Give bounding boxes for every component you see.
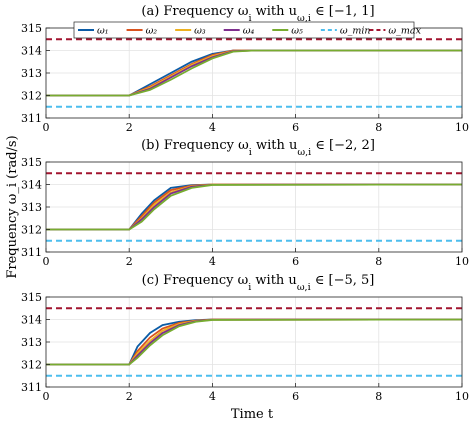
y-tick-label: 315 <box>21 22 42 35</box>
y-tick-label: 314 <box>21 45 42 58</box>
legend-label: ω_max <box>388 26 421 37</box>
x-axis-label: Time t <box>231 407 274 422</box>
series-line <box>46 318 463 366</box>
y-tick-label: 315 <box>21 291 42 304</box>
y-tick-label: 314 <box>21 179 42 192</box>
legend-label: ω_min <box>340 26 371 37</box>
panel-2: 0 2 4 6 8 10 311 312 313 314 315 (b) Frequency ωi w… <box>21 138 469 268</box>
panel-3: 0 2 4 6 8 10 311 312 313 314 315 (c) Frequency ωi w… <box>21 273 469 403</box>
series-line <box>46 183 463 231</box>
x-tick-label: 6 <box>292 255 299 268</box>
x-tick-label: 8 <box>375 255 382 268</box>
legend-label: ω₁ <box>97 26 109 37</box>
y-tick-label: 313 <box>21 336 42 349</box>
legend-box <box>73 21 415 39</box>
y-tick-label: 315 <box>21 156 42 169</box>
x-tick-label: 8 <box>375 121 382 134</box>
y-tick-label: 311 <box>21 246 42 259</box>
x-tick-label: 2 <box>126 390 133 403</box>
y-tick-label: 311 <box>21 381 42 394</box>
y-tick-label: 314 <box>21 314 42 327</box>
x-tick-label: 10 <box>455 255 469 268</box>
x-tick-label: 8 <box>375 390 382 403</box>
legend-label: ω₄ <box>243 26 255 37</box>
x-tick-label: 4 <box>209 121 216 134</box>
panel-title-2: (b) Frequency ωi with uω,i ∈ [−2, 2] <box>141 138 375 158</box>
y-tick-label: 312 <box>21 90 42 103</box>
x-tick-label: 6 <box>292 390 299 403</box>
legend-label: ω₃ <box>194 26 206 37</box>
x-tick-label: 4 <box>209 255 216 268</box>
y-tick-label: 312 <box>21 359 42 372</box>
y-axis-label: Frequency ω_i (rad/s) <box>5 135 20 278</box>
x-tick-label: 0 <box>43 255 50 268</box>
x-tick-label: 6 <box>292 121 299 134</box>
panel-title-3: (c) Frequency ωi with uω,i ∈ [−5, 5] <box>142 273 375 293</box>
panel-1: 0 2 4 6 8 10 311 312 313 314 315 (a) Frequency ωi w… <box>21 4 469 134</box>
x-tick-label: 10 <box>455 390 469 403</box>
x-tick-label: 0 <box>43 121 50 134</box>
legend: ω₁ ω₂ ω₃ ω₄ ω₅ ω_min ω_max <box>73 21 422 39</box>
x-tick-label: 2 <box>126 255 133 268</box>
y-tick-label: 312 <box>21 224 42 237</box>
y-tick-label: 313 <box>21 201 42 214</box>
y-tick-label: 311 <box>21 112 42 125</box>
series-line <box>46 49 462 97</box>
x-tick-label: 10 <box>455 121 469 134</box>
y-tick-label: 313 <box>21 67 42 80</box>
panels: 0 2 4 6 8 10 311 312 313 314 315 (a) Frequency ωi w… <box>21 4 469 403</box>
legend-label: ω₂ <box>146 26 158 37</box>
x-tick-label: 0 <box>43 390 50 403</box>
panel-title-1: (a) Frequency ωi with uω,i ∈ [−1, 1] <box>141 4 374 24</box>
x-tick-label: 4 <box>209 390 216 403</box>
legend-label: ω₅ <box>291 26 303 37</box>
x-tick-label: 2 <box>126 121 133 134</box>
